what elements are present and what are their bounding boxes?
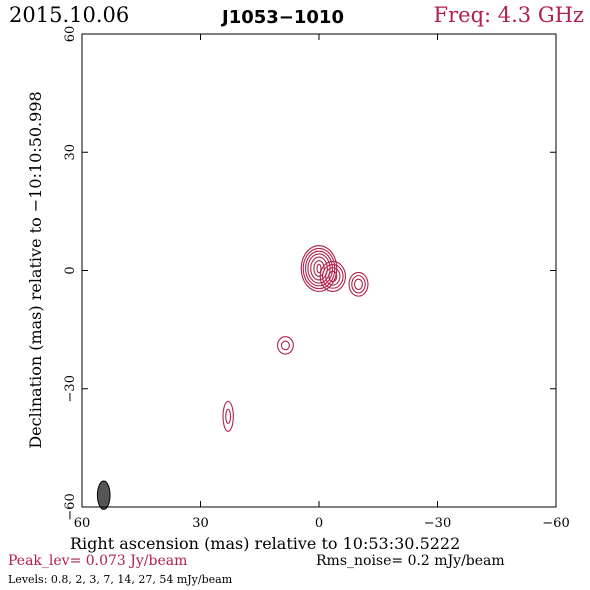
contour-levels: Levels: 0.8, 2, 3, 7, 14, 27, 54 mJy/bea…: [8, 573, 233, 586]
y-tick-label: 0: [63, 266, 78, 274]
plot-date: 2015.10.06: [9, 3, 130, 27]
contour-ring: [222, 400, 234, 432]
y-axis-label: Declination (mas) relative to −10:10:50.…: [26, 91, 45, 448]
beam-ellipse: [96, 480, 111, 510]
contour-jet-2: [348, 271, 369, 297]
contour-jet-1: [319, 260, 347, 292]
contour-ring: [348, 271, 369, 297]
source-name: J1053−1010: [222, 7, 344, 28]
contour-ring: [353, 278, 363, 290]
x-tick-label: 60: [74, 516, 91, 531]
x-tick-label: 30: [192, 516, 209, 531]
contour-ring: [310, 256, 328, 281]
contour-ring: [313, 260, 325, 277]
contour-knot-2: [222, 400, 234, 432]
contour-layer: [96, 245, 369, 510]
contour-ring: [276, 336, 294, 355]
x-tick-label: 0: [315, 516, 323, 531]
frequency-label: Freq: 4.3 GHz: [433, 3, 584, 27]
y-tick-label: −60: [63, 493, 78, 520]
rms-noise: Rms_noise= 0.2 mJy/beam: [316, 553, 505, 569]
contour-ring: [319, 260, 347, 292]
contour-ring: [316, 263, 322, 274]
contour-ring: [351, 275, 366, 294]
contour-ring: [280, 340, 290, 351]
plot-frame: [81, 33, 557, 508]
contour-core: [300, 245, 338, 292]
x-tick-label: −60: [542, 516, 569, 531]
contour-ring: [307, 253, 331, 284]
y-tick-label: 60: [63, 26, 78, 43]
contour-ring: [325, 267, 341, 286]
x-tick-label: −30: [424, 516, 451, 531]
y-tick-label: −30: [63, 375, 78, 402]
contour-ring: [328, 270, 338, 283]
contour-knot-1: [276, 336, 294, 355]
y-tick-label: 30: [63, 144, 78, 161]
x-axis-label: Right ascension (mas) relative to 10:53:…: [70, 534, 461, 553]
peak-level: Peak_lev= 0.073 Jy/beam: [8, 553, 188, 569]
contour-ring: [225, 408, 232, 424]
contour-ring: [322, 264, 344, 289]
contour-ring: [305, 250, 333, 287]
